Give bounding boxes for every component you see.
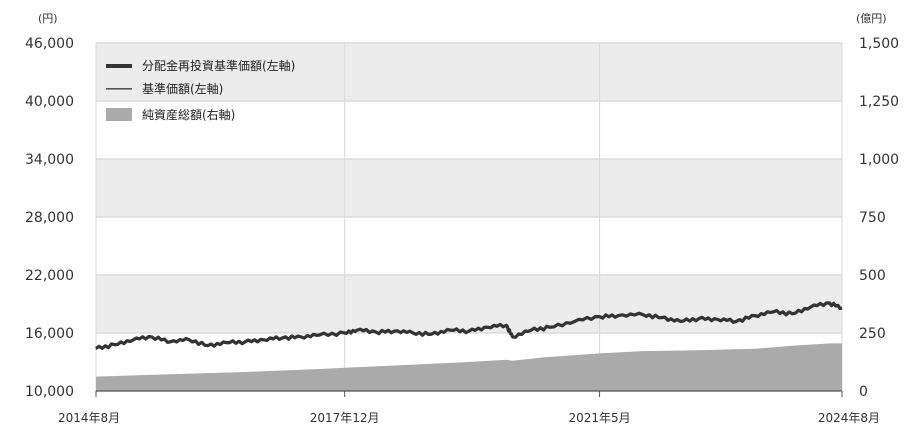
right-axis-tick-label: 0 [859, 384, 868, 400]
x-axis-tick-label: 2024年8月 [818, 411, 880, 425]
x-axis-tick-label: 2014年8月 [58, 411, 120, 425]
right-axis-ticks: 1,500 1,250 1,000 750 500 250 0 [859, 36, 899, 400]
legend-swatch-reinvested-nav [106, 64, 132, 68]
left-axis-ticks: 46,000 40,000 34,000 28,000 22,000 16,000 10,0… [25, 36, 74, 400]
series-reinvested-nav-line [95, 301, 843, 350]
right-axis-tick-label: 250 [859, 326, 886, 342]
x-axis-ticks: 2014年8月 2017年12月 2021年5月 2024年8月 [58, 391, 880, 425]
right-axis-tick-label: 1,250 [859, 94, 899, 110]
right-axis-tick-label: 1,500 [859, 36, 899, 52]
legend-swatch-nav [106, 88, 132, 90]
right-axis-tick-label: 750 [859, 210, 886, 226]
left-axis-unit: (円) [38, 12, 58, 25]
legend-label-net-assets: 純資産総額(右軸) [142, 107, 235, 122]
x-axis-tick-label: 2021年5月 [568, 411, 630, 425]
plot-band [96, 275, 842, 333]
left-axis-tick-label: 22,000 [25, 268, 74, 284]
left-axis-tick-label: 28,000 [25, 210, 74, 226]
legend-label-nav: 基準価額(左軸) [142, 81, 223, 96]
left-axis-tick-label: 34,000 [25, 152, 74, 168]
plot-band [96, 159, 842, 217]
right-axis-unit: (億円) [856, 12, 887, 25]
right-axis-tick-label: 1,000 [859, 152, 899, 168]
plot-band [96, 101, 842, 159]
plot-band [96, 217, 842, 275]
plot-band [96, 43, 842, 101]
x-axis-tick-label: 2017年12月 [310, 411, 380, 425]
series-net-assets-area [96, 343, 842, 391]
left-axis-tick-label: 40,000 [25, 94, 74, 110]
legend-swatch-net-assets [106, 108, 132, 121]
legend: 分配金再投資基準価額(左軸) 基準価額(左軸) 純資産総額(右軸) [106, 58, 295, 122]
left-axis-tick-label: 16,000 [25, 326, 74, 342]
legend-label-reinvested-nav: 分配金再投資基準価額(左軸) [142, 58, 295, 73]
left-axis-tick-label: 10,000 [25, 384, 74, 400]
left-axis-tick-label: 46,000 [25, 36, 74, 52]
right-axis-tick-label: 500 [859, 268, 886, 284]
